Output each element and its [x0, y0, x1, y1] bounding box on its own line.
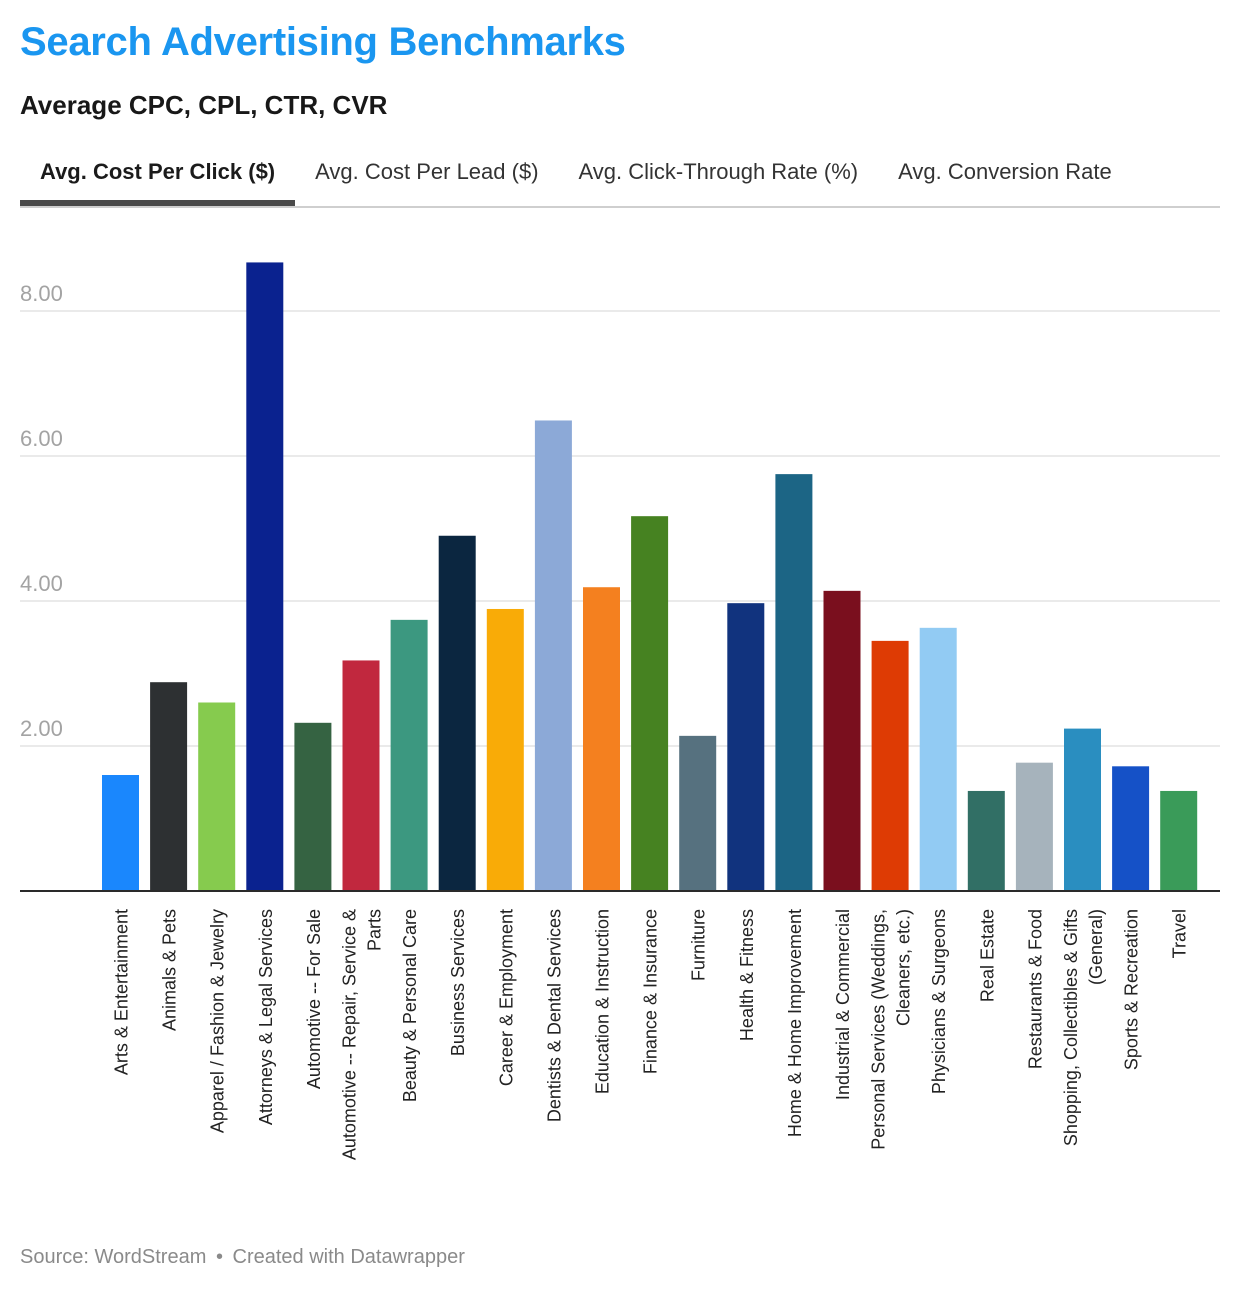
separator-dot: •: [215, 1246, 223, 1268]
x-tick-label: Arts & Entertainment: [112, 909, 132, 1075]
bar: [727, 603, 765, 891]
bar: [438, 535, 476, 891]
bar: [823, 590, 861, 891]
credit-text: Created with Datawrapper: [232, 1246, 465, 1268]
bar: [534, 420, 572, 891]
tab-cost-per-lead[interactable]: Avg. Cost Per Lead ($): [315, 159, 539, 184]
x-tick-label: Cleaners, etc.): [894, 909, 914, 1026]
bar: [1160, 790, 1198, 891]
metric-tabs: Avg. Cost Per Click ($) Avg. Cost Per Le…: [20, 148, 1220, 208]
x-tick-label: Shopping, Collectibles & Gifts: [1061, 909, 1081, 1146]
x-tick-label: Automotive -- For Sale: [304, 909, 324, 1089]
bar: [342, 660, 380, 891]
bar-chart: 2.00 4.00 6.00 8.00 Arts & Entertainment Anim…: [20, 262, 1220, 1160]
bar: [679, 735, 717, 891]
tab-cost-per-click[interactable]: Avg. Cost Per Click ($): [20, 148, 296, 206]
bar: [919, 627, 957, 891]
x-tick-label: Sports & Recreation: [1122, 909, 1142, 1070]
x-tick-label: Real Estate: [977, 909, 997, 1002]
bar: [198, 702, 236, 891]
x-tick-label: Career & Employment: [496, 909, 516, 1086]
x-tick-label: Travel: [1170, 909, 1190, 958]
y-tick-label: 2.00: [20, 716, 63, 741]
x-tick-label: Animals & Pets: [160, 909, 180, 1031]
tab-conversion-rate[interactable]: Avg. Conversion Rate: [898, 159, 1112, 184]
x-tick-label: Education & Instruction: [593, 909, 613, 1094]
bar: [102, 775, 139, 891]
bar: [871, 640, 909, 891]
tab-click-through-rate[interactable]: Avg. Click-Through Rate (%): [578, 159, 859, 184]
x-tick-label: Apparel / Fashion & Jewelry: [208, 909, 228, 1133]
x-tick-label: Physicians & Surgeons: [929, 909, 949, 1094]
source-text: Source: WordStream: [20, 1246, 207, 1268]
y-tick-label: 6.00: [20, 426, 63, 451]
x-tick-label: Restaurants & Food: [1025, 909, 1045, 1069]
x-tick-label: Health & Fitness: [737, 909, 757, 1041]
bar: [390, 619, 428, 891]
x-tick-label: Attorneys & Legal Services: [256, 909, 276, 1125]
x-tick-label: Dentists & Dental Services: [544, 909, 564, 1122]
bar: [967, 790, 1005, 891]
bar: [246, 262, 284, 891]
x-tick-label: (General): [1086, 909, 1106, 985]
x-tick-label: Business Services: [448, 909, 468, 1056]
bar: [486, 608, 524, 891]
x-tick-label: Parts: [365, 909, 385, 951]
x-tick-label: Home & Home Improvement: [785, 909, 805, 1137]
bar: [294, 722, 332, 891]
y-tick-label: 8.00: [20, 281, 63, 306]
x-tick-label: Beauty & Personal Care: [400, 909, 420, 1102]
x-tick-label: Automotive -- Repair, Service &: [340, 909, 360, 1160]
x-tick-label: Finance & Insurance: [641, 909, 661, 1074]
bar: [150, 682, 188, 891]
bar: [583, 587, 620, 891]
bar: [1015, 762, 1053, 891]
bar: [775, 474, 813, 891]
chart-subtitle: Average CPC, CPL, CTR, CVR: [20, 90, 388, 120]
chart-title: Search Advertising Benchmarks: [20, 20, 626, 64]
y-tick-label: 4.00: [20, 571, 63, 596]
x-tick-label: Furniture: [689, 909, 709, 981]
bar: [1112, 766, 1150, 891]
x-tick-label: Personal Services (Weddings,: [869, 909, 889, 1150]
bar: [631, 516, 669, 891]
bar: [1064, 728, 1101, 891]
source-note: Source: WordStream • Created with Datawr…: [20, 1246, 465, 1269]
x-tick-label: Industrial & Commercial: [833, 909, 853, 1100]
